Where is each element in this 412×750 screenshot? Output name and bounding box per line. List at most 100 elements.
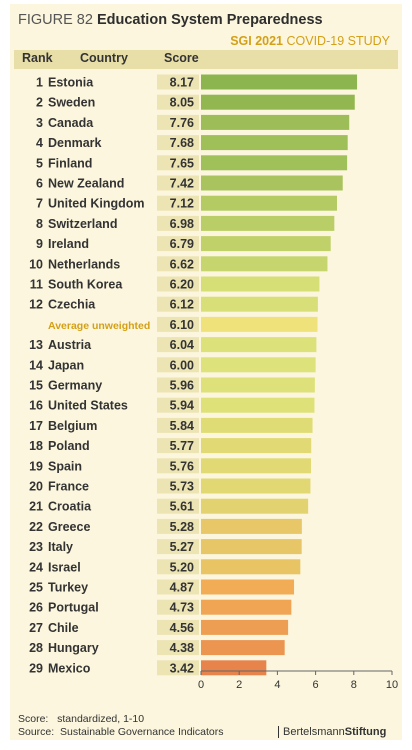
rank-label: 25 [29, 581, 43, 595]
score-value: 5.27 [170, 540, 194, 554]
score-box [157, 74, 199, 90]
score-value: 7.68 [170, 136, 194, 150]
score-value: 7.65 [170, 156, 194, 170]
country-label: United States [48, 399, 128, 413]
bar [201, 599, 292, 615]
country-label: Poland [48, 439, 90, 453]
bar [201, 397, 315, 413]
country-label: Switzerland [48, 217, 117, 231]
score-box [157, 417, 199, 433]
rank-label: 1 [36, 76, 43, 90]
score-value: 5.28 [170, 520, 194, 534]
bar [201, 195, 337, 211]
bar [201, 518, 302, 534]
rank-label: 14 [29, 358, 43, 372]
rank-label: 12 [29, 298, 43, 312]
footer-source-label: Source: [18, 726, 55, 738]
bar [201, 559, 301, 575]
bar [201, 478, 311, 494]
bar [201, 458, 312, 474]
score-box [157, 114, 199, 130]
score-box [157, 337, 199, 353]
bar [201, 135, 348, 151]
rank-label: 2 [36, 96, 43, 110]
country-label: United Kingdom [48, 197, 145, 211]
footer-score-text: standardized, 1-10 [57, 713, 145, 725]
bar [201, 337, 317, 353]
score-value: 6.79 [170, 237, 194, 251]
bar [201, 94, 355, 110]
country-label: Portugal [48, 601, 99, 615]
x-tick-label: 2 [236, 679, 242, 691]
score-box [157, 397, 199, 413]
score-box [157, 478, 199, 494]
figure-title-text: Education System Preparedness [96, 12, 323, 28]
score-box [157, 458, 199, 474]
rank-label: 3 [36, 116, 43, 130]
country-label: South Korea [48, 278, 123, 292]
country-label: Israel [48, 560, 81, 574]
column-header-row: Rank Country Score [14, 50, 398, 69]
figure-title: FIGURE 82 Education System Preparedness [18, 12, 323, 28]
score-box [157, 175, 199, 191]
score-box [157, 256, 199, 272]
footer-source-text: Sustainable Governance Indicators [60, 726, 224, 738]
score-box [157, 660, 199, 676]
score-box [157, 559, 199, 575]
score-value: 5.76 [170, 459, 194, 473]
rank-label: 10 [29, 257, 43, 271]
rank-label: 20 [29, 480, 43, 494]
average-label: Average unweighted [48, 320, 150, 332]
country-label: Netherlands [48, 257, 120, 271]
bar [201, 579, 295, 595]
score-box [157, 377, 199, 393]
score-box [157, 195, 199, 211]
score-value: 5.96 [170, 379, 194, 393]
country-label: Finland [48, 156, 92, 170]
score-value: 8.05 [170, 96, 194, 110]
score-box [157, 599, 199, 615]
rank-label: 8 [36, 217, 43, 231]
score-value: 6.20 [170, 278, 194, 292]
bar [201, 417, 313, 433]
rank-label: 7 [36, 197, 43, 211]
score-value: 5.94 [170, 399, 194, 413]
score-value: 6.00 [170, 358, 194, 372]
country-label: Canada [48, 116, 94, 130]
score-value: 3.42 [170, 661, 194, 675]
score-box [157, 94, 199, 110]
country-label: New Zealand [48, 177, 124, 191]
country-label: Mexico [48, 661, 91, 675]
score-value: 5.73 [170, 480, 194, 494]
figure-panel: FIGURE 82 Education System Preparedness … [10, 4, 402, 740]
figure-subtitle: SGI 2021 COVID-19 STUDY [230, 34, 390, 48]
bar [201, 660, 267, 676]
country-label: Chile [48, 621, 79, 635]
score-value: 6.12 [170, 298, 194, 312]
bar [201, 296, 318, 312]
score-box [157, 135, 199, 151]
footer-source: Source: Sustainable Governance Indicator… [18, 726, 223, 738]
score-box [157, 518, 199, 534]
country-label: Japan [48, 358, 84, 372]
rank-label: 23 [29, 540, 43, 554]
subtitle-study: COVID-19 STUDY [286, 34, 391, 48]
country-header: Country [80, 51, 128, 65]
country-label: Spain [48, 459, 82, 473]
rank-header: Rank [22, 51, 53, 65]
country-label: Estonia [48, 76, 94, 90]
score-value: 8.17 [170, 76, 194, 90]
x-tick-label: 8 [351, 679, 357, 691]
bar [201, 74, 358, 90]
average-bar [201, 316, 318, 332]
score-box [157, 619, 199, 635]
score-box [157, 640, 199, 656]
bar [201, 640, 285, 656]
score-value: 6.62 [170, 257, 194, 271]
country-label: Croatia [48, 500, 92, 514]
footer-score-label: Score: [18, 713, 49, 725]
score-box [157, 316, 199, 332]
score-header: Score [164, 51, 199, 65]
country-label: Denmark [48, 136, 102, 150]
bar [201, 215, 335, 231]
